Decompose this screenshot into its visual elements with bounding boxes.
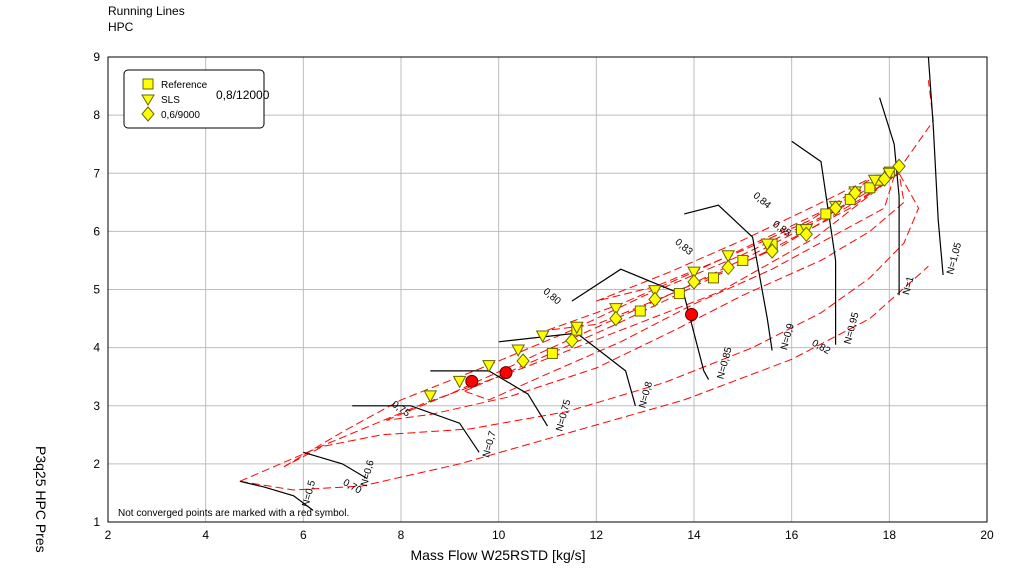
reference-marker	[634, 305, 646, 317]
speed-line-2	[352, 405, 480, 453]
legend-annotation: 0,8/12000	[216, 88, 270, 102]
reference-marker	[737, 254, 749, 266]
efficiency-contour-0	[239, 80, 934, 482]
x-tick-label: 14	[687, 528, 701, 542]
chart-title: Running Lines	[108, 4, 185, 18]
diamond-marker	[565, 332, 579, 349]
x-tick-label: 8	[398, 528, 405, 542]
diamond-marker	[765, 243, 779, 259]
x-tick-label: 12	[590, 528, 604, 542]
sls-marker	[482, 360, 496, 373]
legend-diamond-symbol	[141, 106, 155, 122]
sls-marker	[423, 390, 438, 403]
x-tick-label: 6	[300, 528, 307, 542]
efficiency-label: 0,84	[751, 190, 773, 211]
speed-line-label: N=0,95	[843, 311, 862, 346]
speed-line-4	[498, 332, 636, 406]
not-converged-marker	[685, 307, 699, 321]
efficiency-contour-2	[283, 172, 920, 468]
efficiency-contour-3	[386, 172, 905, 421]
legend-box	[123, 69, 265, 129]
legend-diamond-label: 0,6/9000	[161, 110, 200, 121]
x-tick-label: 18	[883, 528, 897, 542]
speed-line-1	[303, 451, 368, 479]
y-tick-label: 1	[93, 515, 100, 529]
chart-subtitle: HPC	[108, 20, 134, 34]
reference-marker	[546, 347, 558, 359]
speed-line-0	[239, 480, 314, 511]
sls-marker	[569, 321, 584, 335]
sls-marker	[760, 238, 775, 252]
speed-line-label: N=0,8	[637, 380, 655, 409]
diamond-marker	[721, 259, 735, 276]
sls-marker	[687, 266, 701, 280]
efficiency-label: 0,83	[673, 237, 695, 258]
efficiency-contour-5	[547, 172, 890, 331]
speed-line-3	[430, 370, 549, 427]
diamond-marker	[848, 185, 862, 201]
diamond-marker	[892, 158, 906, 175]
y-axis-label: P3q25 HPC Pres	[33, 446, 49, 553]
x-tick-label: 20	[980, 528, 994, 542]
y-tick-label: 7	[93, 166, 100, 180]
x-axis-label: Mass Flow W25RSTD [kg/s]	[410, 547, 585, 563]
speed-line-label: N=1,05	[945, 241, 964, 276]
y-tick-label: 4	[93, 341, 100, 355]
y-tick-label: 3	[93, 399, 100, 413]
y-tick-label: 9	[93, 50, 100, 64]
reference-marker	[820, 208, 832, 220]
x-tick-label: 2	[105, 528, 112, 542]
sls-marker	[648, 285, 662, 298]
diamond-marker	[516, 353, 530, 369]
diamond-marker	[609, 310, 623, 327]
reference-marker	[673, 288, 685, 300]
efficiency-contour-1	[239, 265, 929, 491]
y-tick-label: 2	[93, 457, 100, 471]
sls-marker	[535, 330, 550, 344]
diamond-marker	[687, 274, 701, 290]
sls-marker	[511, 344, 526, 357]
efficiency-label: 0,82	[810, 338, 833, 357]
y-tick-label: 8	[93, 108, 100, 122]
not-converged-marker	[499, 366, 513, 380]
reference-marker	[708, 272, 720, 284]
speed-line-label: N=1	[901, 275, 917, 296]
diamond-marker	[648, 291, 662, 308]
speed-line-6	[684, 204, 773, 351]
diamond-marker	[877, 171, 892, 187]
diamond-marker	[799, 226, 813, 243]
sls-marker	[609, 303, 623, 316]
not-converged-note: Not converged points are marked with a r…	[118, 508, 349, 519]
speed-line-label: N=0,9	[779, 322, 797, 351]
y-tick-label: 6	[93, 224, 100, 238]
speed-line-7	[791, 140, 837, 345]
x-tick-label: 4	[202, 528, 209, 542]
x-tick-label: 16	[785, 528, 799, 542]
legend-sls-label: SLS	[161, 95, 180, 106]
speed-line-label: N=0,85	[716, 346, 735, 381]
x-tick-label: 10	[492, 528, 506, 542]
sls-marker	[452, 375, 467, 389]
speed-line-9	[927, 56, 944, 276]
reference-marker	[864, 182, 876, 194]
diamond-marker	[828, 200, 843, 216]
sls-marker	[867, 174, 882, 188]
legend-reference-symbol	[142, 78, 154, 90]
sls-marker	[721, 250, 736, 263]
not-converged-marker	[465, 374, 479, 388]
plot-frame	[107, 56, 988, 523]
y-tick-label: 5	[93, 283, 100, 297]
legend-reference-label: Reference	[161, 80, 208, 91]
speed-line-label: N=0,75	[554, 398, 573, 433]
legend-sls-symbol	[141, 94, 155, 106]
speed-line-label: N=0,7	[481, 430, 499, 459]
